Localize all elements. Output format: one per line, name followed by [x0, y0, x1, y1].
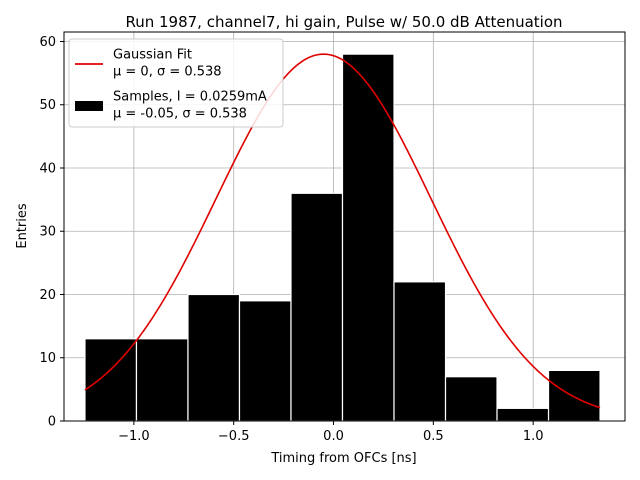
axis-ticks: −1.0 −0.5 0.0 0.5 1.0 0 10 20 30 40 50 60 [39, 35, 543, 444]
legend-entry-text: Samples, I = 0.0259mA [113, 90, 267, 105]
legend-entry-text: μ = -0.05, σ = 0.538 [113, 107, 247, 122]
legend-box [68, 38, 284, 128]
histogram-bar [444, 376, 498, 422]
y-tick-label: 60 [39, 35, 56, 50]
legend: Gaussian Fit μ = 0, σ = 0.538 Samples, I =… [68, 38, 284, 128]
x-tick-label: −1.0 [118, 429, 150, 444]
y-tick-label: 20 [39, 288, 56, 303]
plot-frame [63, 31, 626, 422]
y-tick-label: 30 [39, 225, 56, 240]
legend-patch-swatch [75, 101, 103, 111]
histogram-bar [135, 338, 189, 422]
x-tick-label: 0.5 [423, 429, 444, 444]
x-tick-label: 0.0 [323, 429, 344, 444]
chart-title: Run 1987, channel7, hi gain, Pulse w/ 50… [125, 13, 562, 31]
legend-entry-text: Gaussian Fit [113, 48, 192, 63]
x-tick-label: −0.5 [218, 429, 250, 444]
histogram-bar [496, 407, 550, 422]
fit-curve-layer [84, 53, 601, 409]
histogram-bar [187, 293, 241, 422]
legend-entry-text: μ = 0, σ = 0.538 [113, 65, 222, 80]
histogram-bar [238, 300, 292, 422]
y-tick-label: 0 [48, 415, 56, 430]
y-tick-label: 40 [39, 161, 56, 176]
y-tick-label: 10 [39, 351, 56, 366]
histogram-bar [547, 369, 601, 422]
x-tick-label: 1.0 [523, 429, 544, 444]
gaussian-fit-curve [84, 53, 601, 409]
histogram-bar [84, 338, 138, 422]
histogram-bar [393, 281, 447, 422]
histogram-bar [290, 192, 344, 422]
histogram-bar [341, 53, 395, 422]
x-axis-label: Timing from OFCs [ns] [270, 451, 416, 466]
histogram-bars [84, 53, 601, 422]
y-axis-label: Entries [15, 203, 30, 249]
y-tick-label: 50 [39, 98, 56, 113]
